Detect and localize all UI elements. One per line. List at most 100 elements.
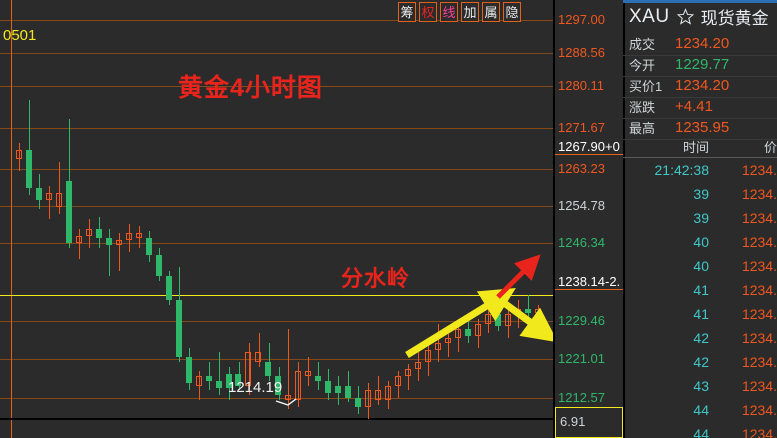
tick-col-time: 时间 xyxy=(682,140,709,155)
panel-divider xyxy=(623,0,625,438)
tick-price: 1234. xyxy=(741,354,777,370)
tick-row[interactable]: 21:42:38 1234. xyxy=(623,158,777,182)
price-tick: 1280.11 xyxy=(558,78,605,93)
tick-time: 44 xyxy=(693,426,709,438)
tick-time: 44 xyxy=(693,402,709,418)
chart-toolbar[interactable]: 筹权线加属隐 xyxy=(398,2,521,24)
gridline xyxy=(0,86,553,87)
tick-row[interactable]: 39 1234. xyxy=(623,182,777,206)
accent-bar xyxy=(623,0,777,3)
tick-price: 1234. xyxy=(741,234,777,250)
hide-button[interactable]: 隐 xyxy=(503,2,521,22)
price-tick: 1229.46 xyxy=(558,313,605,328)
quote-value: 1235.95 xyxy=(675,119,730,136)
quote-value: 1234.20 xyxy=(675,77,730,94)
tick-price: 1234. xyxy=(741,282,777,298)
price-tick: 1271.67 xyxy=(558,120,605,135)
tick-time: 42 xyxy=(693,330,709,346)
tick-price: 1234. xyxy=(741,330,777,346)
star-icon[interactable] xyxy=(676,8,694,25)
add-button[interactable]: 加 xyxy=(461,2,479,22)
quote-header: XAU 现货黄金 xyxy=(623,3,777,30)
low-pointer xyxy=(275,398,297,406)
gridline xyxy=(0,243,553,244)
tick-table-body[interactable]: 21:42:38 1234. 39 1234. 39 1234. 40 1234. 40 1234… xyxy=(623,158,777,438)
tick-col-price: 价 xyxy=(763,140,777,155)
tick-row[interactable]: 44 1234. xyxy=(623,422,777,438)
tick-row[interactable]: 42 1234. xyxy=(623,350,777,374)
tick-price: 1234. xyxy=(741,186,777,202)
quote-row: 成交 1234.20 xyxy=(623,32,777,56)
symbol-code: XAU xyxy=(629,5,670,27)
quote-label: 买价1 xyxy=(629,79,663,94)
gridline xyxy=(0,206,553,207)
crosshair-line xyxy=(0,294,553,296)
quote-label: 今开 xyxy=(629,58,656,73)
indicator-value-box: 6.91 xyxy=(555,407,623,438)
breakout-arrow xyxy=(496,254,541,299)
tick-price: 1234. xyxy=(741,402,777,418)
tick-time: 39 xyxy=(693,186,709,202)
gridline xyxy=(0,398,553,399)
gridline xyxy=(0,128,553,129)
quote-row: 最高 1235.95 xyxy=(623,116,777,140)
symbol-name: 现货黄金 xyxy=(700,9,769,28)
quote-label: 成交 xyxy=(629,37,656,52)
tick-price: 1234. xyxy=(741,378,777,394)
tick-time: 21:42:38 xyxy=(654,162,710,178)
tick-row[interactable]: 44 1234. xyxy=(623,398,777,422)
tick-row[interactable]: 40 1234. xyxy=(623,254,777,278)
quote-value: 1234.20 xyxy=(675,35,730,52)
gridline xyxy=(0,53,553,54)
quote-label: 涨跌 xyxy=(629,100,656,115)
chart-drawings xyxy=(275,254,553,406)
tick-row[interactable]: 39 1234. xyxy=(623,206,777,230)
tick-time: 43 xyxy=(693,378,709,394)
tick-price: 1234. xyxy=(741,210,777,226)
tick-time: 41 xyxy=(693,282,709,298)
gridline xyxy=(0,359,553,360)
properties-button[interactable]: 属 xyxy=(482,2,500,22)
price-axis[interactable]: 1297.00 1288.56 1280.11 1271.67 1263.23 1254.… xyxy=(553,0,625,438)
price-tick: 1246.34 xyxy=(558,235,605,250)
price-highlight: 1238.14-2. xyxy=(555,274,625,290)
gridline xyxy=(0,20,553,21)
tick-row[interactable]: 42 1234. xyxy=(623,326,777,350)
quote-panel: XAU 现货黄金 成交 1234.20 今开 1229.77 买价1 1234.20 涨跌 +… xyxy=(623,0,777,438)
gridline xyxy=(0,321,553,322)
price-tick: 1288.56 xyxy=(558,45,605,60)
quote-value: +4.41 xyxy=(675,98,713,115)
tick-time: 40 xyxy=(693,234,709,250)
price-tick: 1254.78 xyxy=(558,198,605,213)
tick-row[interactable]: 40 1234. xyxy=(623,230,777,254)
price-tick: 1212.57 xyxy=(558,390,605,405)
tick-row[interactable]: 41 1234. xyxy=(623,278,777,302)
quote-label: 最高 xyxy=(629,121,656,136)
quote-value: 1229.77 xyxy=(675,56,730,73)
chips-button[interactable]: 筹 xyxy=(398,2,416,22)
price-tick: 1263.23 xyxy=(558,161,605,176)
tick-time: 41 xyxy=(693,306,709,322)
line-button[interactable]: 线 xyxy=(440,2,458,22)
tick-price: 1234. xyxy=(741,162,777,178)
uptrend-arrow xyxy=(405,287,516,358)
rights-button[interactable]: 权 xyxy=(419,2,437,22)
candlestick-chart[interactable]: 0501 黄金4小时图 分水岭 1214.19 xyxy=(0,0,553,438)
tick-price: 1234. xyxy=(741,426,777,438)
quote-row: 涨跌 +4.41 xyxy=(623,95,777,119)
tick-table-header: 时间 价 xyxy=(623,136,777,158)
quote-row: 买价1 1234.20 xyxy=(623,74,777,98)
tick-row[interactable]: 43 1234. xyxy=(623,374,777,398)
price-tick: 1221.01 xyxy=(558,351,605,366)
price-highlight: 1267.90+0 xyxy=(555,139,625,155)
gridline xyxy=(0,169,553,170)
session-separator xyxy=(11,0,12,438)
tick-time: 42 xyxy=(693,354,709,370)
tick-price: 1234. xyxy=(741,306,777,322)
price-tick: 1297.00 xyxy=(558,12,605,27)
tick-row[interactable]: 41 1234. xyxy=(623,302,777,326)
tick-time: 40 xyxy=(693,258,709,274)
quote-row: 今开 1229.77 xyxy=(623,53,777,77)
tick-price: 1234. xyxy=(741,258,777,274)
downside-arrow xyxy=(497,297,553,343)
